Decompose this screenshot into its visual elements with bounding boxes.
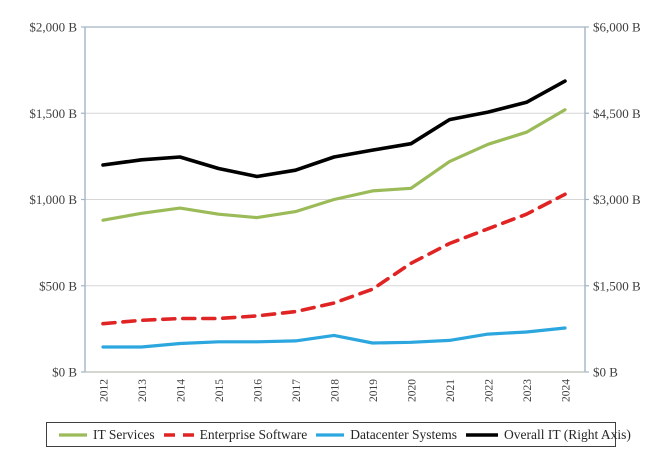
legend-item-enterprise-software: Enterprise Software <box>163 426 308 443</box>
x-axis-label-2012: 2012 <box>99 379 111 402</box>
legend-line-swatch-datacenter-systems <box>316 432 345 437</box>
series-line-enterprise-software <box>101 192 567 326</box>
x-axis-label-2013: 2013 <box>137 379 149 402</box>
x-axis-label-2016: 2016 <box>253 379 265 402</box>
legend-item-overall-it: Overall IT (Right Axis) <box>465 427 631 443</box>
legend-label-datacenter-systems: Datacenter Systems <box>350 426 458 442</box>
legend-label-overall-it: Overall IT (Right Axis) <box>504 426 631 442</box>
legend-label-enterprise-software: Enterprise Software <box>199 426 308 442</box>
legend-line-swatch-it-services <box>59 432 87 437</box>
series-line-datacenter-systems <box>101 326 567 349</box>
series-line-it-services <box>101 108 567 222</box>
right-axis-tick-label: $3,000 B <box>593 192 641 207</box>
x-axis-label-2022: 2022 <box>484 379 496 402</box>
x-axis-label-2020: 2020 <box>407 379 419 402</box>
x-axis-label-2015: 2015 <box>214 379 226 402</box>
series-line-overall-it-right-axis <box>101 79 567 179</box>
x-axis-label-2021: 2021 <box>445 379 457 402</box>
right-axis-tick-label: $6,000 B <box>593 20 641 35</box>
legend-item-it-services: IT Services <box>58 427 155 443</box>
legend: IT Services Enterprise Software Datacent… <box>46 422 631 447</box>
legend-line-swatch-overall-it <box>466 432 499 437</box>
right-axis-tick-label: $0 B <box>593 365 618 380</box>
left-axis-tick-label: $0 B <box>52 365 77 380</box>
x-axis-label-2014: 2014 <box>176 379 188 402</box>
legend-item-datacenter-systems: Datacenter Systems <box>315 427 457 443</box>
left-axis-tick-label: $2,000 B <box>29 20 77 35</box>
left-axis-tick-label: $1,500 B <box>29 106 77 121</box>
legend-line-swatch-enterprise-software <box>163 432 194 437</box>
legend-label-it-services: IT Services <box>93 426 155 442</box>
x-axis-label-2018: 2018 <box>330 379 342 402</box>
right-axis-tick-label: $1,500 B <box>593 278 641 293</box>
x-axis-label-2023: 2023 <box>522 379 534 402</box>
x-axis-label-2017: 2017 <box>291 379 303 402</box>
x-axis-label-2019: 2019 <box>368 379 380 402</box>
right-axis-tick-label: $4,500 B <box>593 106 641 121</box>
x-axis-label-2024: 2024 <box>561 379 573 402</box>
left-axis-tick-label: $500 B <box>39 278 77 293</box>
left-axis-tick-label: $1,000 B <box>29 192 77 207</box>
